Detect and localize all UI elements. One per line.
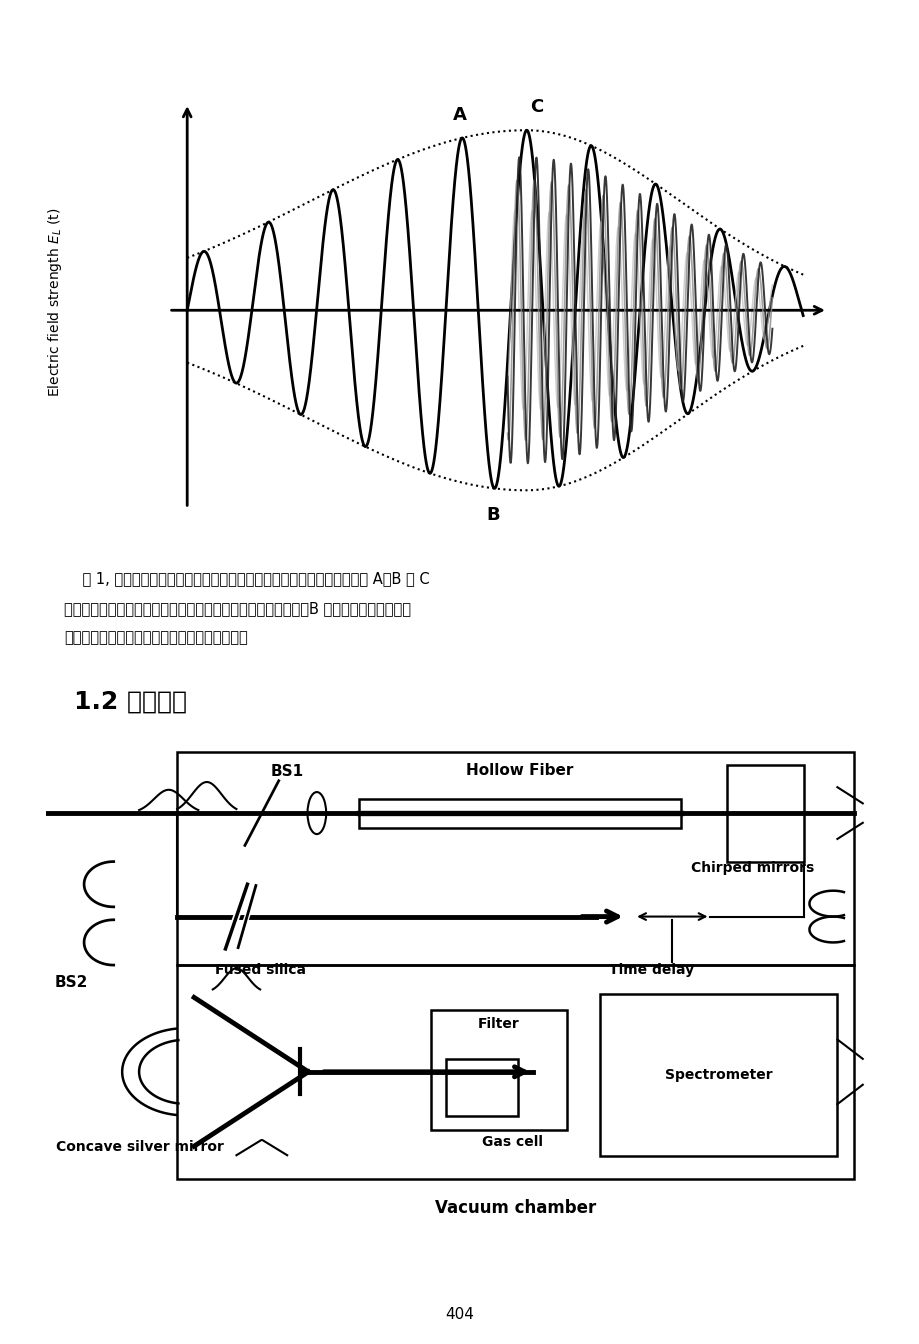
- Text: Electric field strength $E_L$ (t): Electric field strength $E_L$ (t): [46, 208, 64, 396]
- Text: 404: 404: [445, 1306, 474, 1322]
- Text: Fused silica: Fused silica: [215, 964, 306, 977]
- Text: Chirped mirrors: Chirped mirrors: [690, 860, 813, 875]
- Text: Time delay: Time delay: [608, 964, 693, 977]
- Bar: [177, 965, 854, 1179]
- Text: Gas cell: Gas cell: [482, 1136, 542, 1149]
- Text: 图 1, 合成场中的电离和高次谐波产生。不同的路径产生的光谱不同，从 A、B 和 C: 图 1, 合成场中的电离和高次谐波产生。不同的路径产生的光谱不同，从 A、B 和…: [64, 571, 429, 586]
- Bar: [446, 1059, 517, 1116]
- Text: Vacuum chamber: Vacuum chamber: [435, 1199, 596, 1216]
- Text: B: B: [485, 507, 499, 524]
- Text: Concave silver mirror: Concave silver mirror: [56, 1140, 224, 1153]
- Text: BS2: BS2: [54, 974, 87, 989]
- Text: 处电离的电子因为经历的光场不一样，因此产生的光谱不一样，B 处电离的电子能够获得: 处电离的电子因为经历的光场不一样，因此产生的光谱不一样，B 处电离的电子能够获得: [64, 601, 411, 616]
- Text: C: C: [529, 98, 542, 116]
- Bar: [177, 751, 854, 965]
- Bar: [600, 995, 836, 1156]
- Text: 高一些的截止能量，因此形成了单个阿秒脉冲。: 高一些的截止能量，因此形成了单个阿秒脉冲。: [64, 630, 248, 645]
- Text: Hollow Fiber: Hollow Fiber: [466, 762, 573, 777]
- Text: 1.2 实验过程: 1.2 实验过程: [74, 689, 187, 714]
- Text: Spectrometer: Spectrometer: [664, 1068, 772, 1082]
- Bar: [358, 798, 680, 828]
- Text: A: A: [452, 106, 466, 124]
- Text: BS1: BS1: [270, 765, 303, 780]
- Bar: [431, 1011, 566, 1130]
- Bar: [727, 765, 802, 862]
- Text: Filter: Filter: [478, 1017, 519, 1031]
